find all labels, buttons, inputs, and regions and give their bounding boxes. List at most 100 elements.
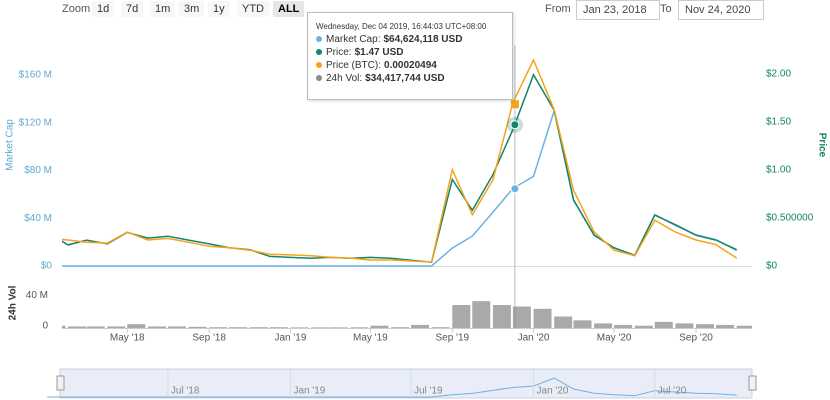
zoom-button[interactable]: 1y <box>208 1 230 17</box>
tooltip-row: Market Cap: $64,624,118 USD <box>316 33 512 46</box>
volume-axis-title: 24h Vol <box>8 285 19 320</box>
tooltip-row: Price (BTC): 0.00020494 <box>316 59 512 72</box>
x-tick-label: May '20 <box>597 333 632 344</box>
navigator-tick-label: Jul '20 <box>658 386 687 397</box>
volume-bar <box>410 324 429 328</box>
volume-bar <box>675 323 694 328</box>
volume-bar <box>391 327 410 328</box>
navigator-tick-label: Jul '19 <box>414 386 443 397</box>
volume-tick-label: 0 <box>42 321 48 332</box>
tooltip-separator: : <box>377 34 381 45</box>
volume-bar <box>634 325 653 328</box>
tooltip-separator: : <box>378 60 382 71</box>
tooltip-dot <box>316 36 322 42</box>
x-tick-label: Jan '19 <box>274 333 306 344</box>
tooltip-dot <box>316 75 322 81</box>
y2-axis-title: Price <box>816 133 827 158</box>
volume-bar <box>512 306 531 328</box>
hover-marker <box>510 100 519 109</box>
volume-bar <box>86 326 105 328</box>
y2-tick-label: $1.50 <box>766 117 791 128</box>
volume-bar <box>127 324 146 328</box>
volume-bar <box>167 326 186 328</box>
x-tick-label: May '18 <box>110 333 145 344</box>
volume-bar <box>654 321 673 328</box>
navigator-handle[interactable] <box>56 375 65 391</box>
y-tick-label: $40 M <box>24 213 52 224</box>
zoom-label: Zoom <box>62 3 91 15</box>
y-tick-label: $0 <box>41 261 53 272</box>
y-tick-label: $80 M <box>24 165 52 176</box>
volume-bar <box>614 324 633 328</box>
tooltip-row: Price: $1.47 USD <box>316 46 512 59</box>
volume-bar <box>431 327 450 328</box>
zoom-button[interactable]: 3m <box>179 1 205 17</box>
tooltip-value: 0.00020494 <box>384 60 437 71</box>
volume-bar <box>249 327 268 328</box>
y2-tick-label: $2.00 <box>766 68 791 79</box>
series-line <box>62 107 738 267</box>
tooltip-series-name: Price (BTC) <box>326 60 379 71</box>
volume-bar <box>311 327 330 328</box>
volume-bar <box>492 305 511 328</box>
volume-bar <box>147 326 166 328</box>
to-input[interactable]: Nov 24, 2020 <box>678 0 764 20</box>
x-tick-label: Sep '18 <box>192 333 226 344</box>
zoom-button[interactable]: YTD <box>237 1 269 17</box>
y2-tick-label: $0.500000 <box>766 213 814 224</box>
y-tick-label: $160 M <box>19 70 52 81</box>
y-tick-label: $120 M <box>19 117 52 128</box>
volume-tick-label: 40 M <box>26 290 48 301</box>
zoom-button[interactable]: 1m <box>150 1 176 17</box>
plot-area <box>62 45 752 328</box>
tooltip-dot <box>316 62 322 68</box>
y-axis-title: Market Cap <box>5 119 16 171</box>
tooltip-series-name: Market Cap <box>326 34 378 45</box>
volume-bar <box>209 327 228 328</box>
tooltip-separator: : <box>348 47 352 58</box>
volume-bar <box>696 324 715 328</box>
volume-bar <box>350 327 369 328</box>
tooltip-series-name: Price <box>326 47 349 58</box>
from-label: From <box>545 3 571 15</box>
x-tick-label: Sep '19 <box>435 333 469 344</box>
y2-tick-label: $1.00 <box>766 165 791 176</box>
to-label: To <box>660 3 672 15</box>
navigator-tick-label: Jan '20 <box>537 386 569 397</box>
zoom-button[interactable]: 1d <box>92 1 115 17</box>
zoom-button[interactable]: ALL <box>273 1 305 17</box>
tooltip-value: $1.47 USD <box>354 47 404 58</box>
volume-bar <box>736 325 752 328</box>
from-input[interactable]: Jan 23, 2018 <box>576 0 660 20</box>
tooltip: Wednesday, Dec 04 2019, 16:44:03 UTC+08:… <box>307 12 513 100</box>
volume-bar <box>452 305 471 328</box>
volume-bar <box>594 323 613 328</box>
zoom-button[interactable]: 7d <box>121 1 144 17</box>
volume-bar <box>67 326 86 328</box>
navigator-line <box>47 377 737 398</box>
navigator-handle[interactable] <box>748 375 757 391</box>
volume-bar <box>329 327 348 328</box>
hover-marker <box>510 184 520 194</box>
tooltip-title: Wednesday, Dec 04 2019, 16:44:03 UTC+08:… <box>316 22 487 31</box>
y2-tick-label: $0 <box>766 261 778 272</box>
x-tick-label: Sep '20 <box>679 333 713 344</box>
volume-bar <box>269 327 288 328</box>
volume-bar <box>554 316 573 328</box>
tooltip-value: $34,417,744 USD <box>365 73 445 84</box>
navigator-tick-label: Jan '19 <box>293 386 325 397</box>
x-tick-label: May '19 <box>353 333 388 344</box>
tooltip-series-name: 24h Vol <box>326 73 360 84</box>
volume-bar <box>62 325 66 328</box>
volume-bar <box>716 324 735 328</box>
volume-bar <box>533 308 552 328</box>
hover-marker <box>510 120 520 130</box>
series-line <box>62 73 738 264</box>
volume-bar <box>370 325 389 328</box>
x-tick-label: Jan '20 <box>518 333 550 344</box>
volume-bar <box>472 301 491 328</box>
tooltip-dot <box>316 49 322 55</box>
volume-bar <box>290 327 309 328</box>
